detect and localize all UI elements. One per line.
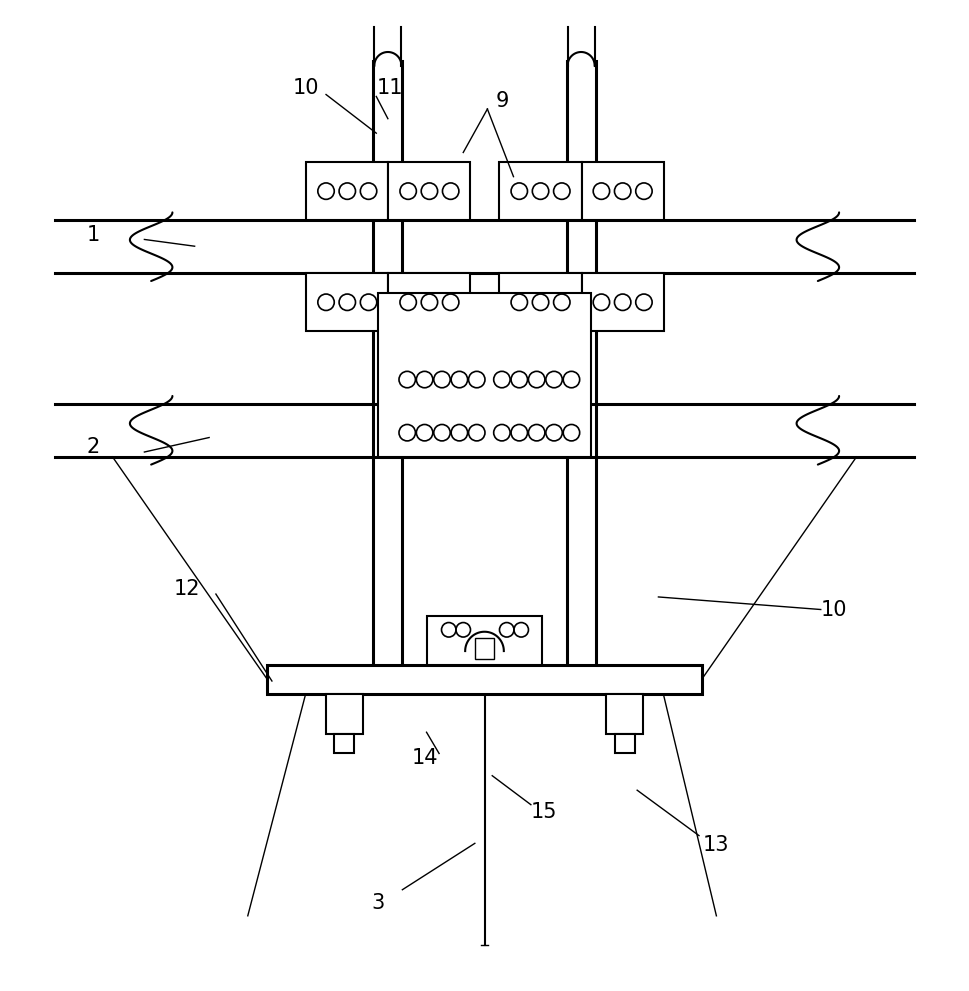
Bar [306, 274, 389, 331]
Bar [499, 163, 581, 220]
Bar [614, 734, 635, 753]
Text: 12: 12 [173, 579, 201, 600]
Bar [499, 274, 581, 331]
Text: 9: 9 [495, 91, 509, 111]
Bar [378, 292, 591, 457]
Bar [267, 665, 702, 694]
Bar [389, 274, 471, 331]
Text: 15: 15 [531, 803, 557, 823]
Text: 13: 13 [703, 835, 730, 855]
Bar [426, 616, 543, 665]
Text: 11: 11 [377, 77, 403, 98]
Text: 10: 10 [821, 600, 848, 619]
Bar [334, 734, 355, 753]
Text: 14: 14 [412, 748, 438, 768]
Bar [306, 163, 389, 220]
Text: 3: 3 [371, 893, 385, 914]
Bar [581, 274, 664, 331]
Bar [326, 694, 362, 734]
Text: 2: 2 [86, 437, 100, 457]
Bar [581, 163, 664, 220]
Bar [475, 637, 494, 659]
Bar [607, 694, 643, 734]
Text: 10: 10 [293, 77, 319, 98]
Bar [389, 163, 471, 220]
Text: 1: 1 [86, 225, 100, 245]
